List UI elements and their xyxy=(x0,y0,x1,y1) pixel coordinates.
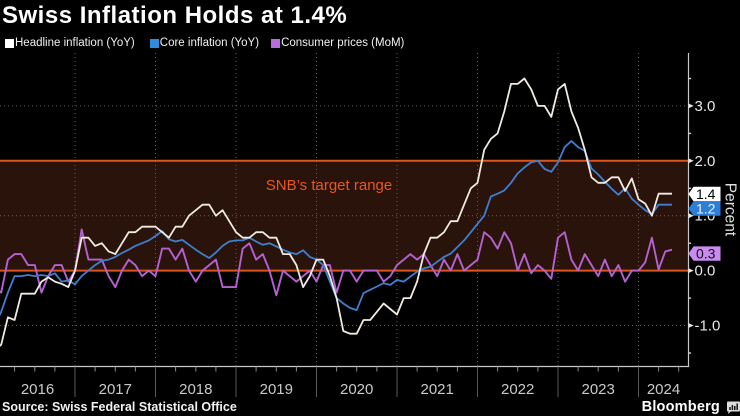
svg-text:Percent: Percent xyxy=(722,183,739,237)
svg-text:1.4: 1.4 xyxy=(696,186,716,202)
svg-text:2017: 2017 xyxy=(99,381,132,398)
svg-text:2023: 2023 xyxy=(582,381,615,398)
svg-text:0.3: 0.3 xyxy=(696,246,716,262)
svg-text:2016: 2016 xyxy=(21,381,54,398)
svg-text:0.0: 0.0 xyxy=(695,263,716,280)
svg-text:2018: 2018 xyxy=(179,381,212,398)
svg-text:2024: 2024 xyxy=(647,381,680,398)
svg-text:1.2: 1.2 xyxy=(696,201,716,217)
svg-text:2022: 2022 xyxy=(501,381,534,398)
svg-text:2019: 2019 xyxy=(260,381,293,398)
svg-text:2021: 2021 xyxy=(421,381,454,398)
svg-text:2020: 2020 xyxy=(340,381,373,398)
svg-text:-1.0: -1.0 xyxy=(695,318,721,335)
svg-text:2.0: 2.0 xyxy=(695,153,716,170)
svg-text:SNB’s target range: SNB’s target range xyxy=(266,177,392,194)
svg-text:3.0: 3.0 xyxy=(695,98,716,115)
